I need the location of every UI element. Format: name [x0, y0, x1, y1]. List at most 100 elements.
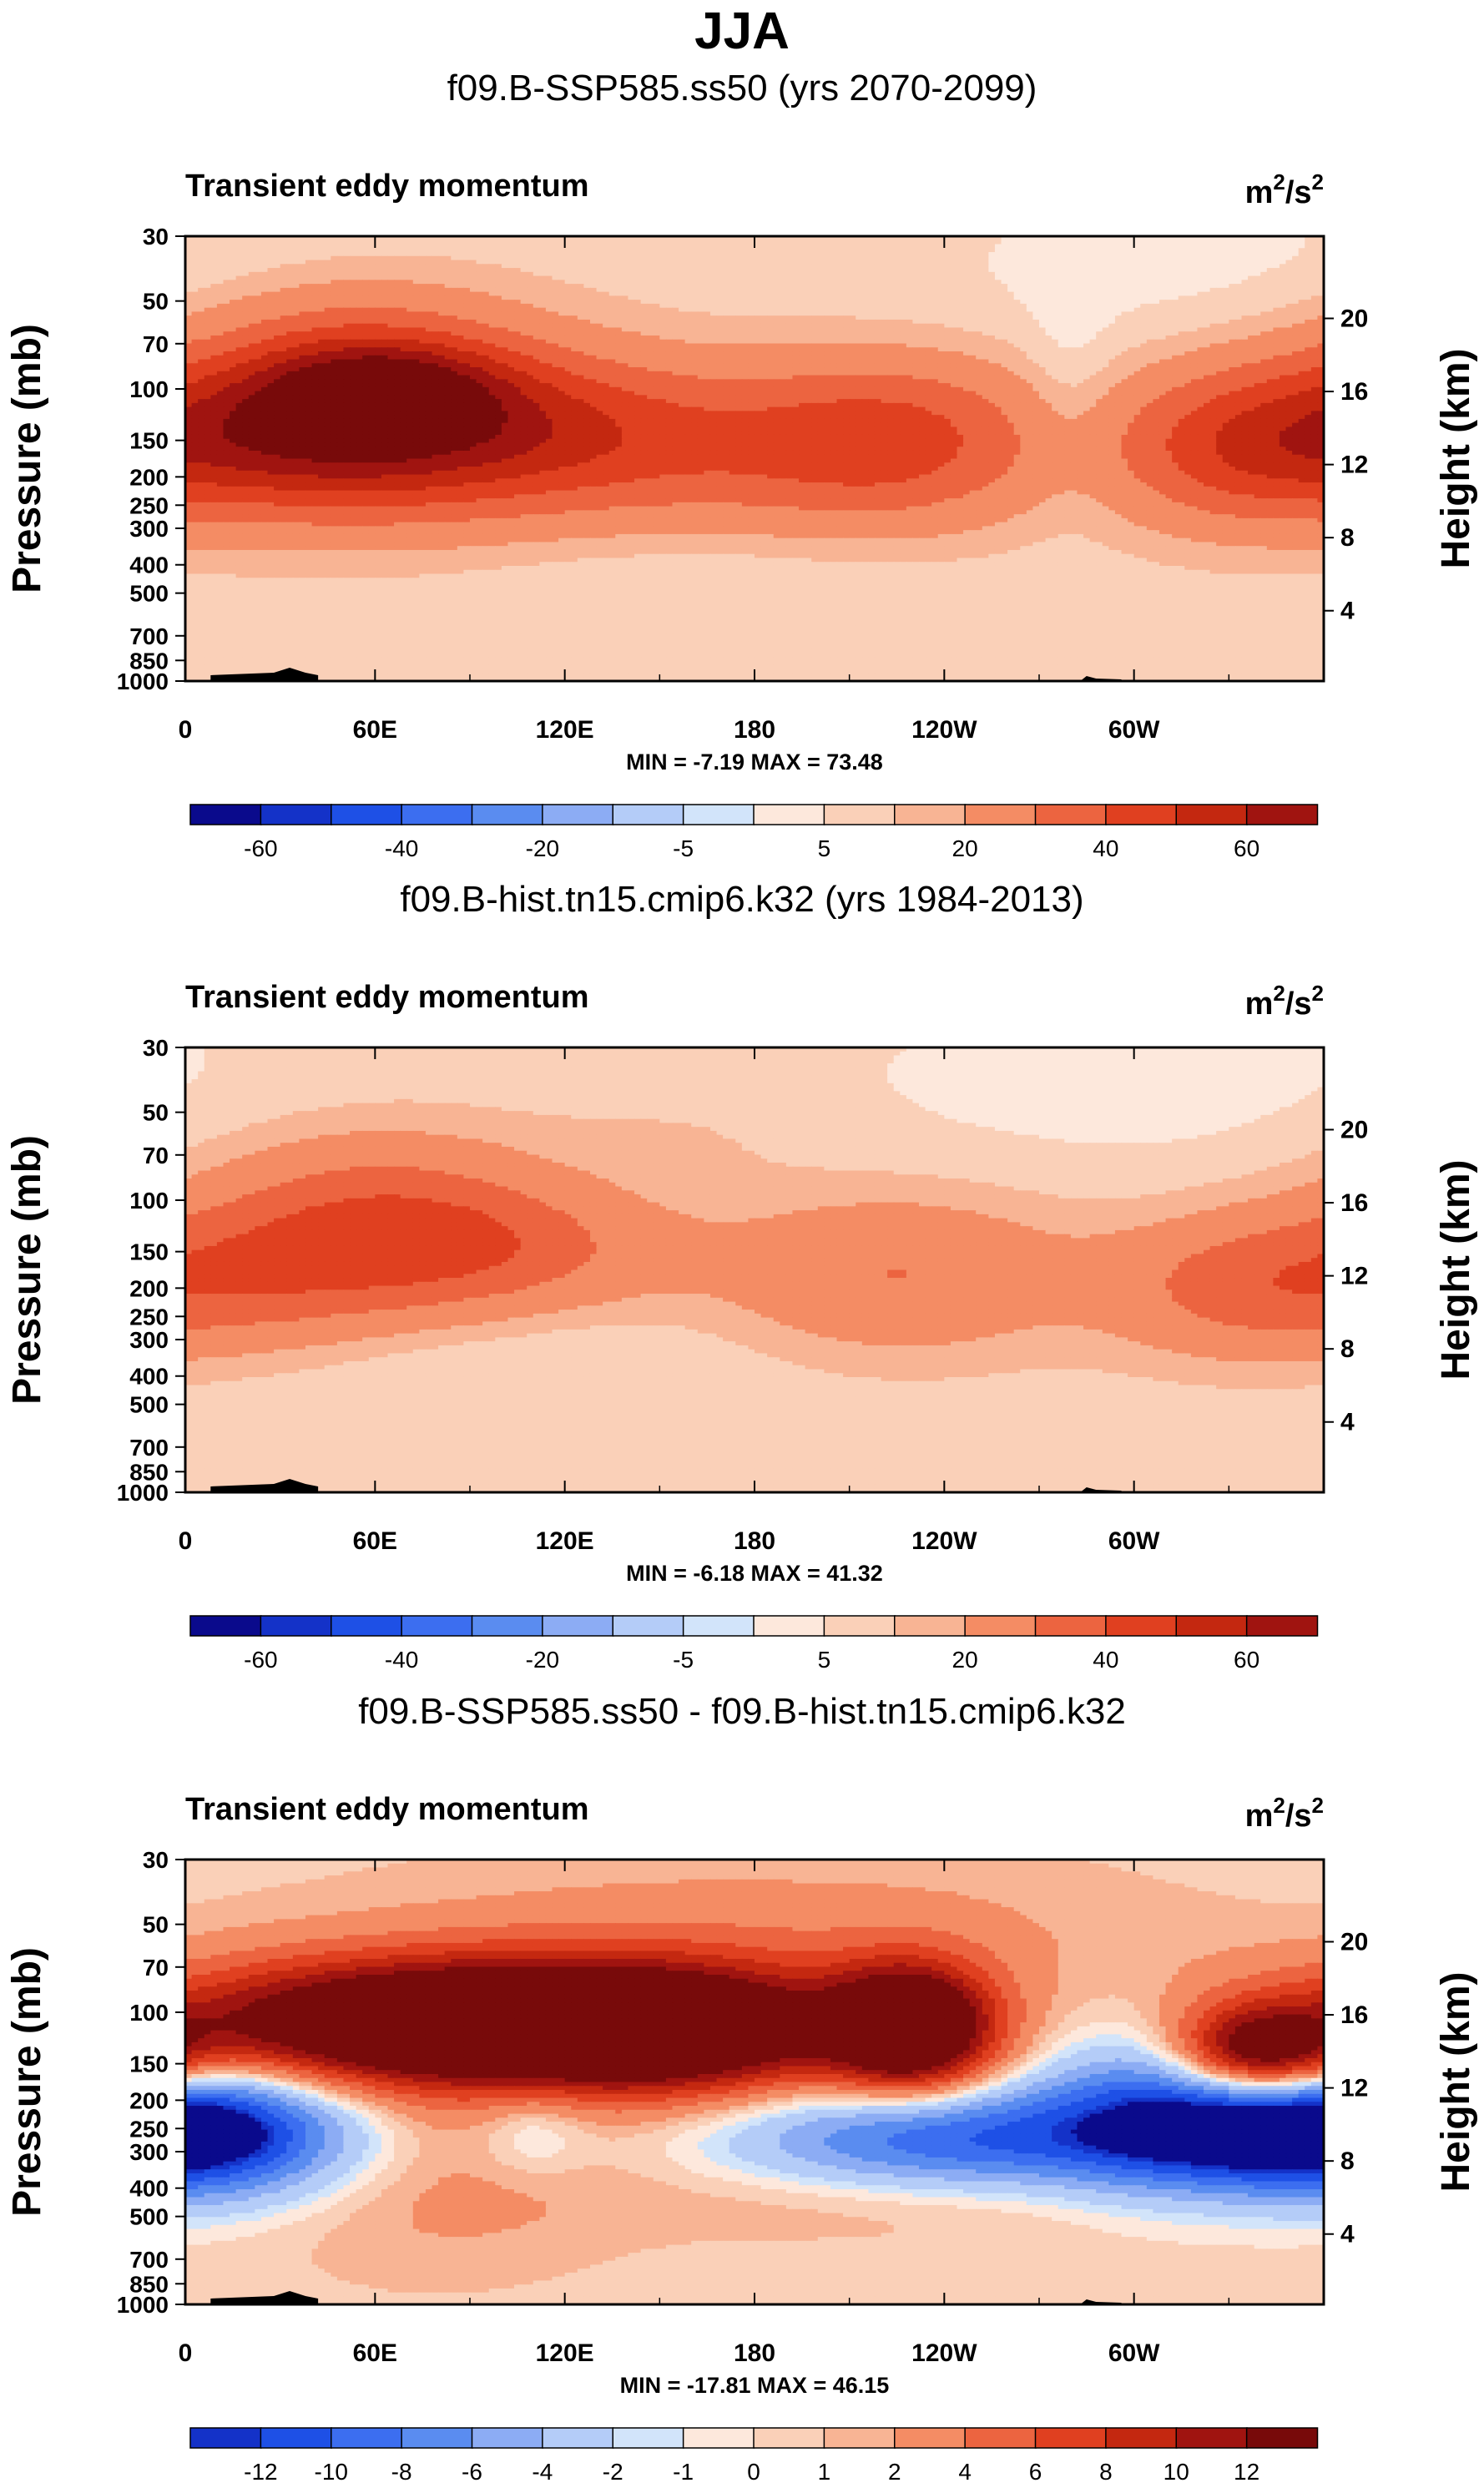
colorbar-box [543, 2428, 613, 2448]
x-tick-label: 0 [179, 716, 193, 744]
colorbar-label: -40 [385, 835, 418, 861]
y-tick-label: 400 [129, 1364, 169, 1390]
y-tick-label: 400 [129, 2176, 169, 2202]
y-tick-label: 250 [129, 2116, 169, 2142]
x-tick-label: 0 [179, 2339, 193, 2367]
colorbar-box [1106, 1616, 1177, 1636]
colorbar-box [190, 805, 261, 825]
units-exponent: 2 [1273, 169, 1285, 194]
panel-3: f09.B-SSP585.ss50 - f09.B-hist.tn15.cmip… [5, 1691, 1478, 2483]
y-tick-label: 1000 [117, 669, 169, 694]
panel-title: f09.B-hist.tn15.cmip6.k32 (yrs 1984-2013… [400, 879, 1083, 920]
units-base: m [1245, 1799, 1274, 1834]
colorbar-box [260, 805, 331, 825]
colorbar-box [472, 805, 543, 825]
x-tick-label: 120W [911, 2339, 977, 2367]
colorbar-label: -5 [673, 835, 694, 861]
colorbar-box [331, 805, 402, 825]
colorbar-label: 4 [958, 2459, 972, 2483]
units-label: m2/s2 [1245, 169, 1324, 210]
colorbar-box [543, 1616, 613, 1636]
y2-tick-label: 12 [1340, 2075, 1368, 2102]
y2-tick-label: 16 [1340, 2001, 1368, 2029]
colorbar-label: -2 [603, 2459, 623, 2483]
colorbar-label: 5 [818, 1647, 831, 1673]
y-tick-label: 500 [129, 581, 169, 607]
colorbar-label: -60 [244, 835, 277, 861]
colorbar-box [1247, 1616, 1318, 1636]
colorbar-box [401, 805, 472, 825]
colorbar-box [1036, 1616, 1107, 1636]
x-tick-label: 180 [734, 1527, 775, 1555]
y-tick-label: 300 [129, 2139, 169, 2165]
colorbar-box [260, 1616, 331, 1636]
colorbar-box [754, 2428, 825, 2448]
colorbar-label: 6 [1029, 2459, 1042, 2483]
y-tick-label: 50 [143, 1912, 169, 1938]
y-tick-label: 700 [129, 1435, 169, 1461]
colorbar-box [401, 1616, 472, 1636]
colorbar-box [895, 1616, 966, 1636]
variable-label: Transient eddy momentum [185, 980, 589, 1015]
colorbar-box [684, 805, 755, 825]
x-tick-label: 120E [536, 716, 594, 744]
y2-axis-title: Height (km) [1434, 349, 1478, 569]
y-tick-label: 100 [129, 1188, 169, 1214]
x-tick-label: 180 [734, 2339, 775, 2367]
min-max-stats: MIN = -17.81 MAX = 46.15 [620, 2373, 890, 2398]
x-tick-label: 120E [536, 2339, 594, 2367]
colorbar-box [1176, 805, 1247, 825]
colorbar-label: -5 [673, 1647, 694, 1673]
figure: JJA f09.B-SSP585.ss50 (yrs 2070-2099)Tra… [0, 0, 1484, 2483]
y2-tick-label: 4 [1340, 1409, 1355, 1436]
colorbar-label: -20 [526, 835, 559, 861]
colorbar-label: 1 [818, 2459, 831, 2483]
colorbar-label: 60 [1234, 1647, 1259, 1673]
colorbar-box [190, 1616, 261, 1636]
y2-tick-label: 12 [1340, 452, 1368, 479]
contour-field [185, 236, 1325, 682]
variable-label: Transient eddy momentum [185, 1792, 589, 1827]
colorbar-label: -12 [244, 2459, 277, 2483]
colorbar-label: -1 [673, 2459, 694, 2483]
colorbar-box [331, 2428, 402, 2448]
x-tick-label: 60E [353, 2339, 397, 2367]
y-tick-label: 400 [129, 553, 169, 578]
y-tick-label: 1000 [117, 2292, 169, 2318]
units-denominator: /s [1285, 175, 1312, 210]
y2-tick-label: 16 [1340, 378, 1368, 406]
y-tick-label: 700 [129, 2247, 169, 2273]
y-axis-title: Pressure (mb) [5, 1947, 49, 2217]
y2-tick-label: 16 [1340, 1189, 1368, 1217]
y2-tick-label: 12 [1340, 1263, 1368, 1290]
colorbar-label: 40 [1093, 1647, 1118, 1673]
colorbar-label: 8 [1099, 2459, 1113, 2483]
colorbar-box [1106, 805, 1177, 825]
colorbar-box [190, 2428, 261, 2448]
y-tick-label: 100 [129, 2000, 169, 2026]
panel-title: f09.B-SSP585.ss50 - f09.B-hist.tn15.cmip… [358, 1691, 1126, 1732]
y2-tick-label: 8 [1340, 1335, 1355, 1363]
units-denominator: /s [1285, 1799, 1312, 1834]
y2-tick-label: 20 [1340, 1929, 1368, 1956]
figure-title: JJA [694, 3, 790, 60]
colorbar-box [472, 2428, 543, 2448]
y2-axis-title: Height (km) [1434, 1160, 1478, 1380]
colorbar-label: -8 [391, 2459, 412, 2483]
y2-axis-title: Height (km) [1434, 1972, 1478, 2193]
x-tick-label: 60E [353, 716, 397, 744]
y-tick-label: 30 [143, 224, 169, 250]
colorbar-label: -4 [532, 2459, 553, 2483]
colorbar-label: -20 [526, 1647, 559, 1673]
colorbar-label: 0 [747, 2459, 760, 2483]
y-axis-title: Pressure (mb) [5, 1135, 49, 1405]
y-tick-label: 100 [129, 376, 169, 402]
colorbar-label: -40 [385, 1647, 418, 1673]
colorbar-box [260, 2428, 331, 2448]
colorbar: -12 -10 -8 -6 -4 -2 -1 0 1 2 4 6 8 10 12 [190, 2428, 1318, 2483]
contour-field [185, 1047, 1325, 1493]
y-tick-label: 500 [129, 1392, 169, 1418]
panel-2: f09.B-hist.tn15.cmip6.k32 (yrs 1984-2013… [5, 879, 1478, 1673]
colorbar-box [613, 2428, 684, 2448]
colorbar-label: -6 [462, 2459, 482, 2483]
